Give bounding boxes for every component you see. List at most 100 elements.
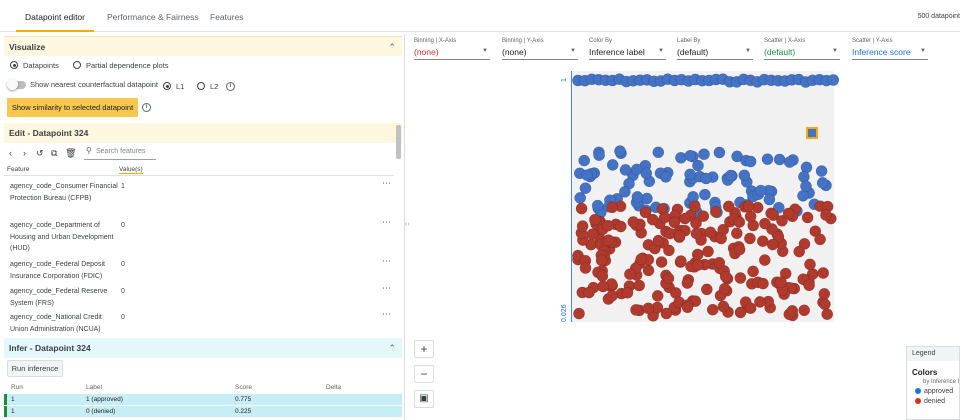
datapoint-denied[interactable] — [717, 300, 730, 313]
datapoints-radio[interactable] — [10, 61, 18, 69]
datapoint-denied[interactable] — [776, 214, 788, 227]
datapoint-approved[interactable] — [698, 148, 710, 161]
datapoint-denied[interactable] — [733, 216, 746, 228]
datapoint-approved[interactable] — [619, 164, 632, 176]
l2-radio[interactable] — [197, 82, 205, 90]
datapoint-approved[interactable] — [816, 177, 829, 189]
datapoint-approved[interactable] — [687, 190, 699, 203]
datapoint-approved[interactable] — [619, 185, 631, 198]
datapoint-denied[interactable] — [767, 209, 780, 222]
datapoint-denied[interactable] — [595, 254, 608, 267]
scatter-x-select[interactable]: Scatter | X-Axis (default) ▼ — [764, 36, 840, 60]
binning-x-select[interactable]: Binning | X-Axis (none) ▼ — [414, 36, 490, 60]
datapoint-approved[interactable] — [724, 169, 737, 182]
feature-value-input[interactable]: 0 — [121, 222, 125, 229]
datapoint-denied[interactable] — [697, 210, 710, 223]
info-icon[interactable]: i — [226, 82, 235, 91]
datapoint-denied[interactable] — [627, 216, 640, 228]
datapoint-approved[interactable] — [591, 199, 604, 212]
datapoint-approved[interactable] — [815, 165, 828, 177]
datapoint-denied[interactable] — [757, 277, 769, 290]
feature-value-input[interactable]: 0 — [121, 288, 125, 295]
datapoint-approved[interactable] — [800, 180, 812, 193]
datapoint-denied[interactable] — [730, 227, 743, 240]
datapoint-approved[interactable] — [699, 188, 711, 201]
datapoint-approved[interactable] — [744, 155, 757, 168]
datapoint-denied[interactable] — [602, 234, 615, 247]
datapoint-approved[interactable] — [783, 156, 796, 168]
datapoint-denied[interactable] — [819, 298, 831, 311]
datapoint-denied[interactable] — [713, 256, 726, 269]
datapoint-denied[interactable] — [633, 279, 646, 292]
datapoint-denied[interactable] — [583, 286, 595, 299]
datapoint-denied[interactable] — [663, 244, 675, 257]
datapoint-denied[interactable] — [573, 307, 585, 320]
datapoint-approved[interactable] — [593, 149, 605, 162]
feature-value-input[interactable]: 0 — [121, 261, 125, 268]
datapoint-denied[interactable] — [742, 200, 755, 213]
datapoint-denied[interactable] — [818, 288, 831, 300]
scatter-y-select[interactable]: Scatter | Y-Axis Inference score ▼ — [852, 36, 928, 60]
datapoint-approved[interactable] — [773, 153, 786, 166]
datapoint-denied[interactable] — [658, 211, 671, 224]
datapoint-denied[interactable] — [597, 280, 609, 293]
datapoint-denied[interactable] — [596, 270, 609, 282]
datapoint-denied[interactable] — [801, 211, 814, 224]
counterfactual-toggle[interactable] — [7, 79, 26, 90]
datapoint-denied[interactable] — [689, 200, 701, 213]
datapoint-denied[interactable] — [719, 270, 732, 283]
datapoint-denied[interactable] — [589, 213, 601, 226]
zoom-out-button[interactable]: − — [414, 365, 434, 383]
more-icon[interactable]: ⋯ — [382, 283, 391, 293]
datapoint-denied[interactable] — [690, 227, 703, 240]
datapoint-denied[interactable] — [766, 238, 779, 251]
info-icon[interactable]: i — [142, 103, 151, 112]
datapoint-denied[interactable] — [642, 302, 655, 315]
datapoint-approved[interactable] — [606, 159, 619, 171]
search-features-input[interactable]: ⚲ Search features — [84, 146, 156, 160]
datapoint-denied[interactable] — [759, 217, 771, 230]
datapoint-denied[interactable] — [758, 254, 771, 266]
datapoint-approved[interactable] — [738, 169, 751, 182]
datapoint-denied[interactable] — [803, 279, 815, 292]
more-icon[interactable]: ⋯ — [382, 309, 391, 319]
tab-performance-fairness[interactable]: Performance & Fairness — [107, 12, 199, 22]
datapoint-denied[interactable] — [702, 245, 714, 258]
datapoint-denied[interactable] — [804, 258, 816, 271]
datapoint-denied[interactable] — [817, 267, 830, 279]
datapoint-denied[interactable] — [664, 227, 676, 240]
datapoint-approved[interactable] — [763, 193, 776, 206]
edit-scrollbar[interactable] — [396, 125, 401, 159]
datapoint-denied[interactable] — [614, 220, 627, 233]
datapoint-approved[interactable] — [713, 146, 726, 159]
datapoint-denied[interactable] — [754, 296, 766, 308]
datapoint-denied[interactable] — [602, 219, 614, 232]
datapoint-denied[interactable] — [655, 256, 668, 268]
datapoint-denied[interactable] — [704, 226, 717, 239]
run-inference-button[interactable]: Run inference — [7, 360, 63, 377]
binning-y-select[interactable]: Binning | Y-Axis (none) ▼ — [502, 36, 578, 60]
datapoint-scatter[interactable] — [560, 66, 850, 328]
datapoint-denied[interactable] — [793, 245, 806, 258]
datapoint-denied[interactable] — [733, 243, 746, 256]
chevron-right-icon[interactable]: › — [23, 148, 26, 158]
feature-value-input[interactable]: 0 — [121, 314, 125, 321]
tab-datapoint-editor[interactable]: Datapoint editor — [16, 0, 94, 32]
datapoint-denied[interactable] — [660, 307, 673, 320]
datapoint-denied[interactable] — [821, 308, 834, 321]
datapoint-denied[interactable] — [709, 205, 722, 218]
tab-features[interactable]: Features — [210, 12, 244, 22]
chevron-up-icon[interactable]: ⌃ — [388, 343, 396, 353]
label-by-select[interactable]: Label By (default) ▼ — [677, 36, 753, 60]
datapoint-denied[interactable] — [575, 202, 588, 215]
color-by-select[interactable]: Color By Inference label ▼ — [589, 36, 666, 60]
datapoint-denied[interactable] — [722, 200, 735, 213]
datapoint-approved[interactable] — [684, 168, 696, 181]
infer-header[interactable]: Infer - Datapoint 324 ⌃ — [4, 338, 402, 358]
datapoint-denied[interactable] — [782, 207, 795, 220]
datapoint-denied[interactable] — [586, 228, 599, 241]
datapoint-approved[interactable] — [640, 167, 653, 180]
datapoint-denied[interactable] — [635, 253, 648, 265]
datapoint-denied[interactable] — [651, 290, 664, 302]
datapoint-denied[interactable] — [715, 232, 728, 245]
